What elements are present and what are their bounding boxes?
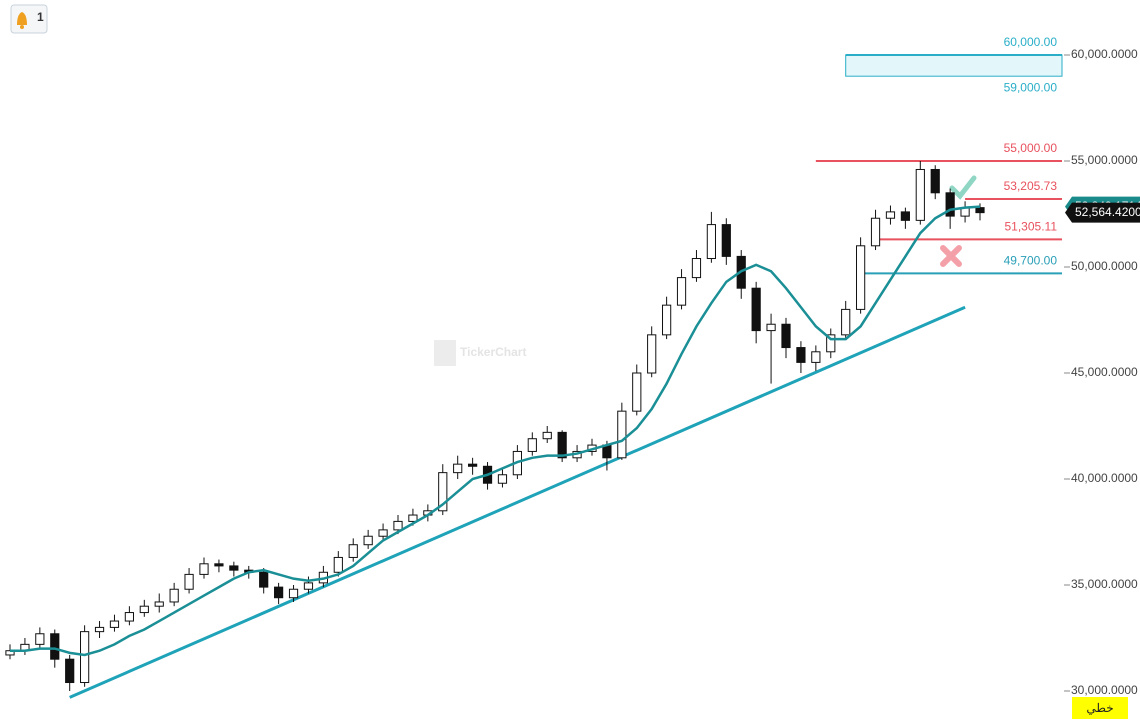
level-label: 55,000.00 [1004, 141, 1058, 155]
price-tag [1065, 202, 1140, 223]
candle-body [870, 217, 881, 247]
candle-body [378, 529, 388, 537]
candle-body [662, 304, 672, 336]
candle-body [139, 605, 149, 614]
candle-body [542, 431, 552, 440]
candle-body [841, 308, 851, 336]
candle-body [80, 631, 90, 684]
y-tick-label: 60,000.0000 [1071, 47, 1138, 61]
zone-bottom-label: 59,000.00 [1004, 80, 1058, 94]
candle-body [751, 287, 761, 332]
candle-body [497, 474, 508, 484]
candle-body [303, 582, 314, 590]
candle-body [393, 520, 403, 531]
candle-body [915, 168, 925, 221]
candle-body [557, 431, 567, 459]
candle-body [184, 573, 194, 590]
candle-body [288, 588, 299, 599]
candle-body [885, 211, 896, 219]
candle-body [796, 347, 806, 363]
price-tag-label: 52,564.4200 [1075, 205, 1140, 219]
candle-body [124, 612, 134, 622]
check-icon [949, 175, 977, 200]
watermark-icon [434, 340, 456, 366]
scale-mode-box[interactable] [1072, 697, 1128, 719]
candle-body [65, 658, 75, 684]
candle-body [617, 410, 627, 459]
alert-count: 1 [37, 10, 44, 24]
candle-body [930, 168, 940, 194]
candle-body [721, 224, 731, 257]
y-tick-label: 45,000.0000 [1071, 365, 1138, 379]
candle-body [676, 277, 687, 306]
candle-body [259, 571, 269, 588]
level-label: 53,205.73 [1004, 179, 1058, 193]
candle-body [468, 463, 478, 467]
candle-body [333, 556, 343, 573]
candle-body [766, 323, 776, 332]
candle-body [94, 626, 105, 633]
bell-icon [17, 12, 27, 25]
candle-body [35, 633, 45, 645]
alert-button[interactable] [10, 4, 48, 34]
watermark: TickerChart [460, 345, 526, 359]
y-tick-label: 50,000.0000 [1071, 259, 1138, 273]
zone [845, 54, 1063, 77]
candle-body [229, 565, 239, 571]
candle-body [363, 535, 373, 546]
bell-clapper [20, 25, 24, 29]
candle-body [199, 563, 209, 575]
level-label: 49,700.00 [1004, 254, 1058, 268]
candle-body [647, 334, 657, 374]
candle-body [169, 588, 179, 603]
candle-body [408, 514, 418, 522]
candle-body [453, 463, 463, 474]
candle-body [691, 258, 702, 279]
candle-body [811, 351, 821, 363]
trendline [69, 305, 966, 699]
y-tick-label: 55,000.0000 [1071, 153, 1138, 167]
y-tick-label: 30,000.0000 [1071, 683, 1138, 697]
candle-body [856, 245, 866, 310]
candle-body [781, 323, 791, 349]
candle-body [214, 563, 224, 567]
candle-body [50, 633, 60, 660]
candle-body [632, 372, 642, 412]
candle-body [826, 334, 836, 353]
level-label: 51,305.11 [1005, 220, 1058, 234]
candle-body [945, 192, 955, 217]
candle-body [975, 207, 985, 214]
candle-body [900, 211, 910, 221]
zone-top-label: 60,000.00 [1004, 35, 1058, 49]
candle-body [274, 586, 284, 599]
candle-body [527, 438, 537, 452]
scale-mode[interactable]: خطي [1086, 701, 1113, 715]
cross-icon [940, 245, 962, 267]
moving-average [10, 205, 981, 657]
y-tick-label: 40,000.0000 [1071, 471, 1138, 485]
candle-body [109, 620, 120, 628]
candle-body [348, 544, 358, 558]
y-tick-label: 35,000.0000 [1071, 577, 1138, 591]
candle-body [706, 224, 716, 260]
candle-body [438, 472, 448, 512]
candle-body [154, 601, 164, 607]
